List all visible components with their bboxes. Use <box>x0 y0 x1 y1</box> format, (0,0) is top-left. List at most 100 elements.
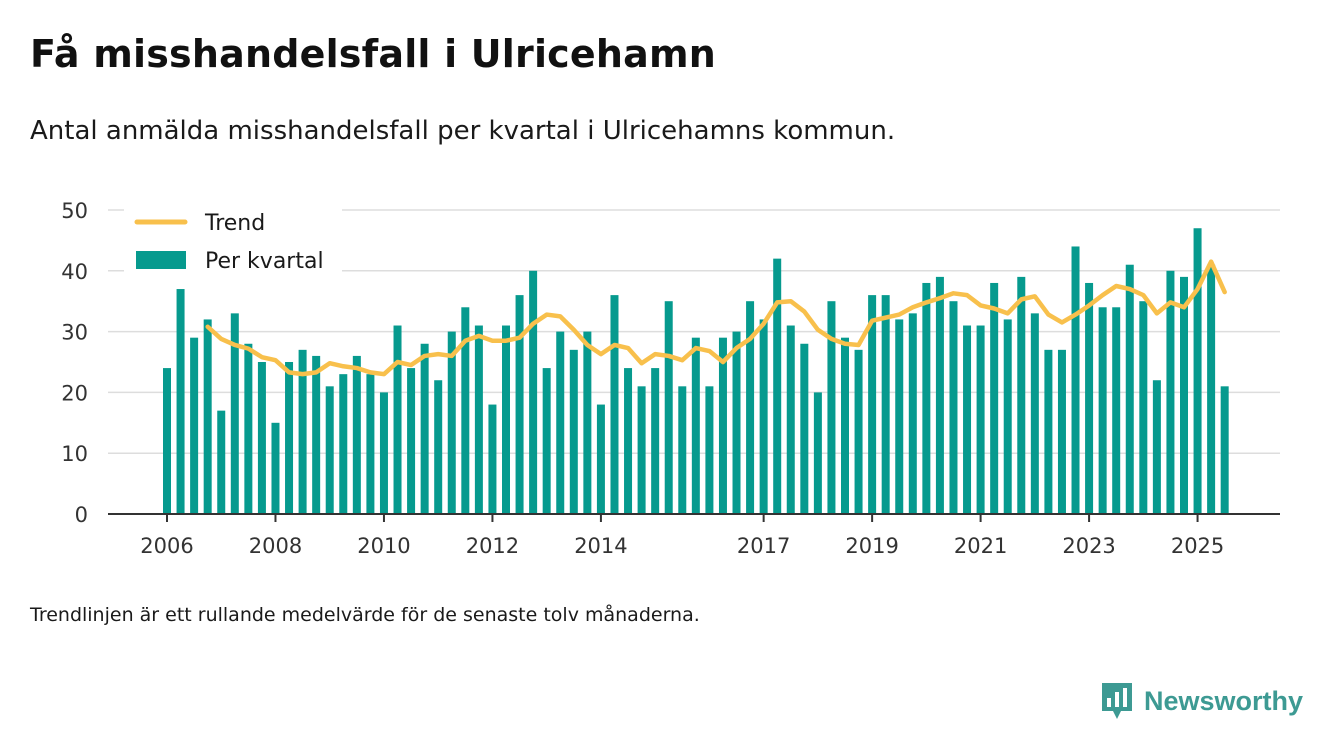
x-tick-label: 2014 <box>574 534 627 558</box>
bar <box>664 301 673 514</box>
x-tick-label: 2006 <box>140 534 193 558</box>
bar <box>257 362 266 514</box>
x-tick-label: 2008 <box>249 534 302 558</box>
bar <box>759 319 768 514</box>
bar <box>841 337 849 514</box>
bar <box>569 349 578 514</box>
y-tick-label: 10 <box>61 442 88 466</box>
bar <box>800 343 809 514</box>
bar <box>217 410 226 514</box>
y-tick-label: 30 <box>61 321 88 345</box>
bar <box>895 319 904 514</box>
bar <box>678 386 687 514</box>
axes: 0 10 20 30 40 50 2006 2008 2010 2012 2014 2017 2019 2… <box>61 199 1280 558</box>
bar <box>556 331 565 514</box>
bar <box>1220 386 1229 514</box>
legend-swatch-bars <box>136 251 186 269</box>
bar <box>746 301 755 514</box>
legend-label-bars: Per kvartal <box>205 249 324 274</box>
bar <box>922 282 931 514</box>
chart-subtitle: Antal anmälda misshandelsfall per kvarta… <box>30 116 896 146</box>
bar <box>624 368 633 514</box>
bar <box>1044 349 1053 514</box>
x-tick-label: 2019 <box>845 534 898 558</box>
x-tick-label: 2010 <box>357 534 410 558</box>
bar <box>651 368 660 514</box>
chart-title: Få misshandelsfall i Ulricehamn <box>30 32 717 76</box>
x-tick-label: 2021 <box>954 534 1007 558</box>
bar <box>1152 380 1161 514</box>
bar <box>1139 301 1148 514</box>
bar <box>786 325 795 514</box>
bar <box>515 295 524 514</box>
bar <box>502 325 510 514</box>
bar <box>1180 276 1188 514</box>
bar <box>366 374 375 514</box>
bar <box>1003 319 1012 514</box>
bar <box>325 386 334 514</box>
bar <box>488 404 497 514</box>
legend: Trend Per kvartal <box>124 204 342 282</box>
bar <box>773 258 782 514</box>
bar-line-chart: 0 10 20 30 40 50 2006 2008 2010 2012 2014 2017 2019 2… <box>61 199 1280 558</box>
bar <box>461 307 470 514</box>
bar <box>908 313 917 514</box>
bar <box>1207 264 1216 514</box>
bar <box>407 368 416 514</box>
x-tick-label: 2025 <box>1171 534 1224 558</box>
bar <box>176 289 185 514</box>
bar <box>474 325 483 514</box>
bar <box>542 368 551 514</box>
bar <box>813 392 822 514</box>
bar <box>339 374 348 514</box>
x-tick-label: 2023 <box>1062 534 1115 558</box>
bar <box>203 319 212 514</box>
bar <box>691 337 700 514</box>
bar <box>379 392 388 514</box>
bar <box>868 295 877 514</box>
bar <box>1112 307 1121 514</box>
bar <box>434 380 443 514</box>
bar <box>1193 228 1202 515</box>
bar <box>163 368 171 514</box>
newsworthy-logo-icon <box>1102 683 1132 719</box>
bar <box>230 313 239 514</box>
y-tick-label: 20 <box>61 381 88 405</box>
y-tick-label: 50 <box>61 199 88 223</box>
trend-series <box>205 259 1227 377</box>
bar <box>990 282 999 514</box>
bar <box>352 355 361 514</box>
bar <box>447 331 456 514</box>
bar <box>963 325 972 514</box>
bar <box>1085 282 1094 514</box>
bar <box>271 422 280 514</box>
x-tick-label: 2012 <box>466 534 519 558</box>
brand-name: Newsworthy <box>1144 685 1304 716</box>
bar <box>827 301 836 514</box>
bar <box>1098 307 1107 514</box>
bar <box>285 362 294 514</box>
bar <box>610 295 619 514</box>
bar-series <box>163 228 1229 515</box>
bar <box>190 337 199 514</box>
bar <box>976 325 985 514</box>
x-tick-label: 2017 <box>737 534 790 558</box>
bar <box>854 349 863 514</box>
bar <box>705 386 714 514</box>
bar <box>312 355 321 514</box>
bar <box>1166 270 1175 514</box>
trend-line <box>205 259 1227 377</box>
bar <box>881 295 890 514</box>
y-tick-label: 0 <box>75 503 88 527</box>
bar <box>1125 264 1134 514</box>
legend-label-trend: Trend <box>204 211 265 236</box>
footnote: Trendlinjen är ett rullande medelvärde f… <box>30 604 700 626</box>
bar <box>393 325 402 514</box>
bar <box>949 301 958 514</box>
bar <box>637 386 646 514</box>
bar <box>298 349 307 514</box>
bar <box>718 337 727 514</box>
bar <box>1017 276 1026 514</box>
bar <box>583 331 592 514</box>
brand-logo[interactable]: Newsworthy <box>1100 680 1303 722</box>
